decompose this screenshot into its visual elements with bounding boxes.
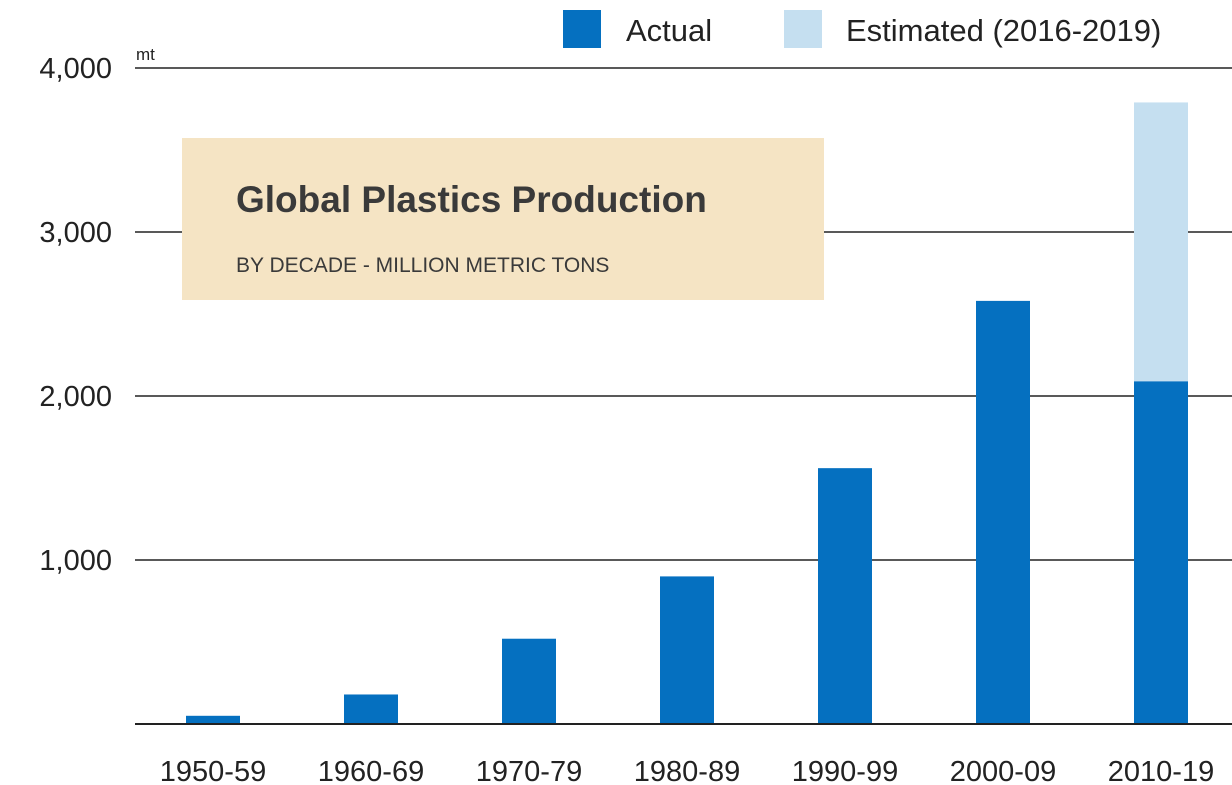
x-tick-label: 1990-99	[792, 756, 898, 785]
x-tick-label: 1980-89	[634, 756, 740, 785]
legend-swatch-estimated	[784, 10, 822, 48]
legend-label-estimated: Estimated (2016-2019)	[846, 13, 1161, 48]
x-tick-label: 2000-09	[950, 756, 1056, 785]
legend: Actual Estimated (2016-2019)	[563, 10, 1161, 48]
x-tick-label: 1950-59	[160, 756, 266, 785]
bar-actual-2010-19	[1134, 381, 1188, 724]
x-tick-labels: 1950-59 1960-69 1970-79 1980-89 1990-99 2000-…	[160, 756, 1214, 785]
title-box	[182, 138, 824, 300]
chart-subtitle: BY DECADE - MILLION METRIC TONS	[236, 254, 609, 277]
y-tick-label: 2,000	[39, 381, 112, 413]
chart-title: Global Plastics Production	[236, 179, 707, 220]
y-axis-unit-label: mt	[136, 45, 155, 64]
y-tick-label: 4,000	[39, 53, 112, 85]
legend-swatch-actual	[563, 10, 601, 48]
bars	[186, 102, 1188, 724]
bar-actual-2000-09	[976, 300, 1030, 724]
bar-actual-1960-69	[344, 694, 398, 724]
legend-label-actual: Actual	[626, 13, 712, 48]
bar-actual-1980-89	[660, 576, 714, 724]
x-tick-label: 1970-79	[476, 756, 582, 785]
bar-actual-1970-79	[502, 638, 556, 724]
y-tick-labels: 1,000 2,000 3,000 4,000	[39, 53, 112, 577]
y-tick-label: 1,000	[39, 545, 112, 577]
x-tick-label: 2010-19	[1108, 756, 1214, 785]
bar-estimated-2010-19	[1134, 102, 1188, 382]
bar-actual-1950-59	[186, 715, 240, 724]
y-tick-label: 3,000	[39, 217, 112, 249]
bar-actual-1990-99	[818, 468, 872, 724]
x-tick-label: 1960-69	[318, 756, 424, 785]
